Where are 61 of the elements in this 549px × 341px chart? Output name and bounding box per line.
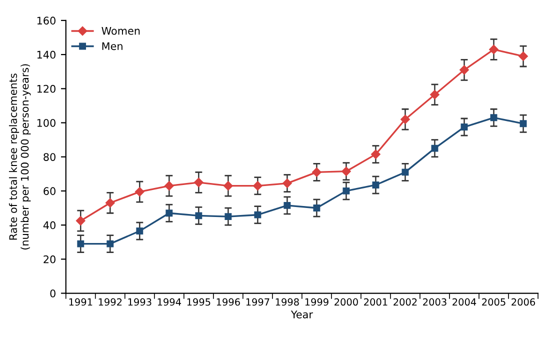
point [400, 114, 410, 124]
point [284, 202, 291, 209]
point [224, 213, 232, 220]
point [460, 124, 468, 130]
point [313, 204, 320, 212]
x-tick-label: 2006 [512, 298, 536, 306]
point [520, 120, 527, 128]
point [430, 90, 440, 100]
x-tick-label: 1995 [187, 298, 210, 306]
point [76, 216, 86, 226]
legend-label: Men [102, 42, 122, 50]
point [164, 181, 174, 190]
x-tick-label: 1991 [69, 298, 92, 306]
point [342, 166, 351, 176]
point [135, 187, 144, 196]
x-tick-label: 1996 [216, 298, 240, 306]
point [77, 240, 84, 248]
x-tick-label: 1994 [158, 298, 181, 306]
y-tick-label: 100 [37, 118, 56, 127]
point [253, 181, 262, 190]
point [282, 178, 292, 188]
x-tick-label: 2002 [394, 298, 417, 306]
x-tick-label: 1992 [98, 298, 122, 306]
point [224, 181, 233, 190]
point [312, 168, 322, 177]
point [431, 144, 438, 152]
y-tick-label: 120 [37, 84, 56, 93]
point [490, 114, 498, 122]
x-axis-title: Year [290, 310, 313, 318]
x-tick-label: 2004 [452, 298, 476, 306]
y-tick-label: 80 [44, 153, 56, 161]
y-tick-label: 160 [37, 16, 56, 25]
point [489, 44, 498, 54]
point [166, 210, 173, 217]
x-tick-label: 2005 [482, 298, 506, 306]
point [518, 52, 528, 61]
legend-label: Women [102, 27, 140, 35]
y-tick-label: 140 [37, 50, 56, 59]
y-tick-label: 60 [44, 187, 56, 196]
point [136, 228, 144, 234]
y-tick-label: 20 [44, 255, 56, 264]
point [194, 178, 204, 188]
y-tick-label: 0 [50, 289, 56, 298]
point [195, 212, 202, 220]
x-tick-label: 1993 [128, 298, 152, 306]
point [106, 240, 114, 248]
x-tick-label: 2001 [364, 298, 388, 306]
x-tick-label: 1999 [305, 298, 328, 306]
point [371, 150, 380, 159]
x-tick-label: 1998 [276, 298, 299, 306]
point [372, 182, 380, 188]
point [342, 187, 350, 194]
x-tick-label: 2000 [334, 298, 358, 306]
point [402, 168, 409, 176]
y-axis-title: Rate of total knee replacements (number per 100 000 person-years) [8, 64, 31, 250]
x-tick-label: 1997 [246, 298, 270, 306]
x-tick-label: 2003 [423, 298, 446, 306]
point [106, 198, 115, 208]
y-tick-label: 40 [43, 221, 56, 230]
point [254, 211, 262, 218]
point [460, 65, 469, 75]
